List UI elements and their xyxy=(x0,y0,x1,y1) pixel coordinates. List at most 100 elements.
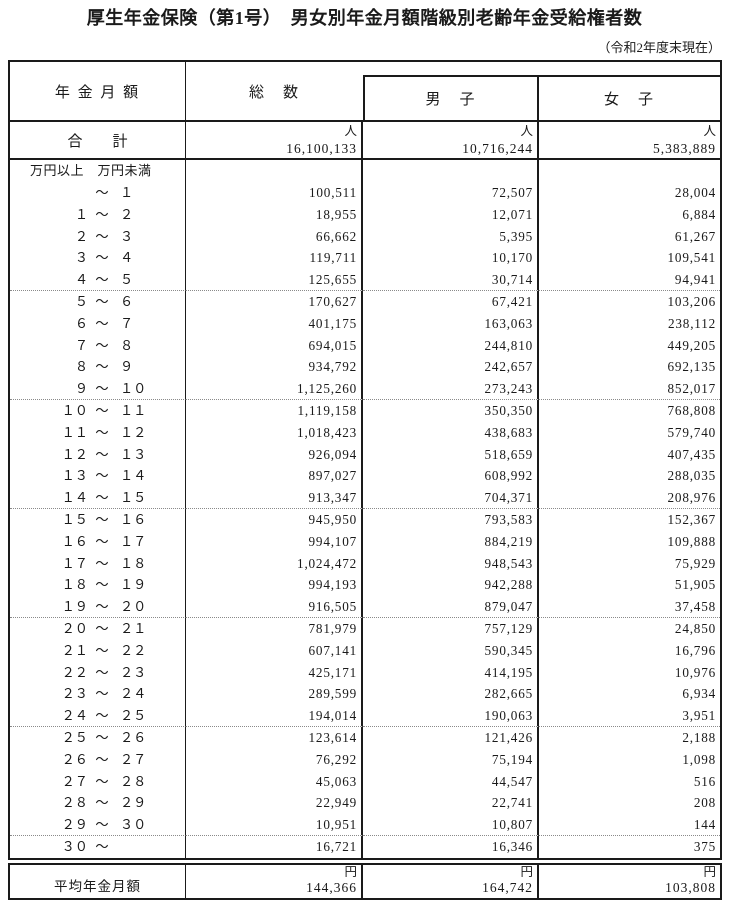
range-to: １４ xyxy=(120,468,147,484)
unit-yen: 円 xyxy=(520,865,533,880)
cell-total: 994,193 xyxy=(186,574,363,597)
table-row: １６ ～ １７ 994,107 884,219 109,888 xyxy=(10,530,720,553)
table-row: ２３ ～ ２４ 289,599 282,665 6,934 xyxy=(10,683,720,706)
cell-male: 518,659 xyxy=(363,443,539,466)
range-to: ３ xyxy=(120,228,134,244)
range-tilde: ～ xyxy=(95,751,109,767)
cell-male: 16,346 xyxy=(363,835,539,858)
table-row: １７ ～ １８ 1,024,472 948,543 75,929 xyxy=(10,552,720,575)
average-label: 平均年金月額 xyxy=(10,864,186,898)
cell-range: １５ ～ １６ xyxy=(10,508,186,531)
cell-range: １０ ～ １１ xyxy=(10,399,186,422)
range-to: ２５ xyxy=(120,708,147,724)
range-from: ２７ xyxy=(61,773,88,789)
cell-total: 425,171 xyxy=(186,661,363,684)
unit-person: 人 xyxy=(703,123,716,138)
cell-female: 3,951 xyxy=(539,705,720,727)
range-from: ２３ xyxy=(61,686,88,702)
header-female: 女 子 xyxy=(603,92,655,108)
cell-female: 75,929 xyxy=(674,555,716,571)
range-from xyxy=(24,182,88,204)
cell-female: 24,850 xyxy=(674,620,716,636)
cell-male: 10,807 xyxy=(363,814,539,836)
range-from: ５ xyxy=(74,293,88,309)
page-title: 厚生年金保険（第1号） 男女別年金月額階級別老齢年金受給権者数 xyxy=(86,8,643,28)
cell-female: 516 xyxy=(693,773,716,789)
sex-subheader-box: 男 子 女 子 xyxy=(363,75,720,120)
cell-total: 125,655 xyxy=(186,269,363,291)
grand-total-label: 合 計 xyxy=(10,122,186,158)
range-tilde: ～ xyxy=(95,708,109,724)
cell-total: 16,721 xyxy=(186,835,363,858)
cell-female: 375 xyxy=(693,838,716,854)
range-to: ２８ xyxy=(120,773,147,789)
table-row: ２０ ～ ２１ 781,979 757,129 24,850 xyxy=(10,617,720,640)
cell-total: 945,950 xyxy=(186,508,363,531)
table-row: ９ ～ １０ 1,125,260 273,243 852,017 xyxy=(10,378,720,400)
range-from: １４ xyxy=(61,490,88,506)
table-row: ８ ～ ９ 934,792 242,657 692,135 xyxy=(10,356,720,379)
grand-total-female-cell: 人 5,383,889 xyxy=(539,122,720,158)
data-rows-container: ～ １ 100,511 72,507 28,004 １ ～ ２ 18,955 1… xyxy=(10,182,720,858)
cell-range: ９ ～ １０ xyxy=(10,378,186,400)
cell-male: 438,683 xyxy=(363,421,539,444)
range-to: １８ xyxy=(120,555,147,571)
cell-female: 37,458 xyxy=(539,596,720,618)
grand-total-total-value: 16,100,133 xyxy=(286,140,357,156)
cell-range: ～ １ xyxy=(10,182,186,204)
cell-total: 18,955 xyxy=(186,203,363,226)
range-from: ３０ xyxy=(61,838,88,854)
table-row: ～ １ 100,511 72,507 28,004 xyxy=(10,182,720,204)
range-tilde: ～ xyxy=(95,620,109,636)
range-to: １９ xyxy=(120,577,147,593)
cell-total: 1,024,472 xyxy=(186,552,363,575)
cell-total: 119,711 xyxy=(186,247,363,270)
table-row: ２７ ～ ２８ 45,063 44,547 516 xyxy=(10,770,720,793)
table-row: ２６ ～ ２７ 76,292 75,194 1,098 xyxy=(10,748,720,771)
range-to: ２ xyxy=(120,206,134,222)
header-total: 総 数 xyxy=(248,84,300,101)
table-row: ７ ～ ８ 694,015 244,810 449,205 xyxy=(10,334,720,357)
cell-total: 401,175 xyxy=(186,312,363,335)
range-from: ９ xyxy=(74,381,88,397)
cell-male: 590,345 xyxy=(363,639,539,662)
cell-female: 692,135 xyxy=(667,359,716,375)
range-from: ２４ xyxy=(61,708,88,724)
table-row: １３ ～ １４ 897,027 608,992 288,035 xyxy=(10,465,720,488)
cell-female: 288,035 xyxy=(667,468,716,484)
cell-male: 163,063 xyxy=(363,312,539,335)
cell-range: １２ ～ １３ xyxy=(10,443,186,466)
cell-male: 75,194 xyxy=(363,748,539,771)
grand-total-male-value: 10,716,244 xyxy=(462,140,533,156)
cell-male: 22,741 xyxy=(363,792,539,815)
cell-range: ２８ ～ ２９ xyxy=(10,792,186,815)
range-tilde: ～ xyxy=(95,468,109,484)
table-row: １０ ～ １１ 1,119,158 350,350 768,808 xyxy=(10,399,720,422)
range-to: ８ xyxy=(120,337,134,353)
range-from: １０ xyxy=(61,402,88,418)
average-total-value: 144,366 xyxy=(306,880,357,896)
table-row: ６ ～ ７ 401,175 163,063 238,112 xyxy=(10,312,720,335)
range-to: ３０ xyxy=(120,817,147,833)
cell-range: ３ ～ ４ xyxy=(10,247,186,270)
range-to: ２１ xyxy=(120,620,147,636)
range-from: ２ xyxy=(74,228,88,244)
range-tilde: ～ xyxy=(95,250,109,266)
range-from: １１ xyxy=(61,424,88,440)
cell-male: 72,507 xyxy=(363,182,539,204)
cell-female: 109,541 xyxy=(667,250,716,266)
table-row: ２８ ～ ２９ 22,949 22,741 208 xyxy=(10,792,720,815)
table-main-box: 年 金 月 額 総 数 男 子 女 子 合 計 人 16,100,133 人 xyxy=(8,60,722,860)
range-tilde: ～ xyxy=(95,511,109,527)
unit-yen: 円 xyxy=(344,865,357,880)
range-from: ３ xyxy=(74,250,88,266)
range-tilde: ～ xyxy=(95,424,109,440)
range-from: ２５ xyxy=(61,729,88,745)
average-male-value: 164,742 xyxy=(482,880,533,896)
cell-total: 781,979 xyxy=(186,617,363,640)
range-tilde: ～ xyxy=(95,315,109,331)
average-row: 平均年金月額 円 144,366 円 164,742 円 103,808 xyxy=(8,862,722,900)
cell-male: 704,371 xyxy=(363,487,539,509)
range-from: １９ xyxy=(61,599,88,615)
cell-male: 282,665 xyxy=(363,683,539,706)
